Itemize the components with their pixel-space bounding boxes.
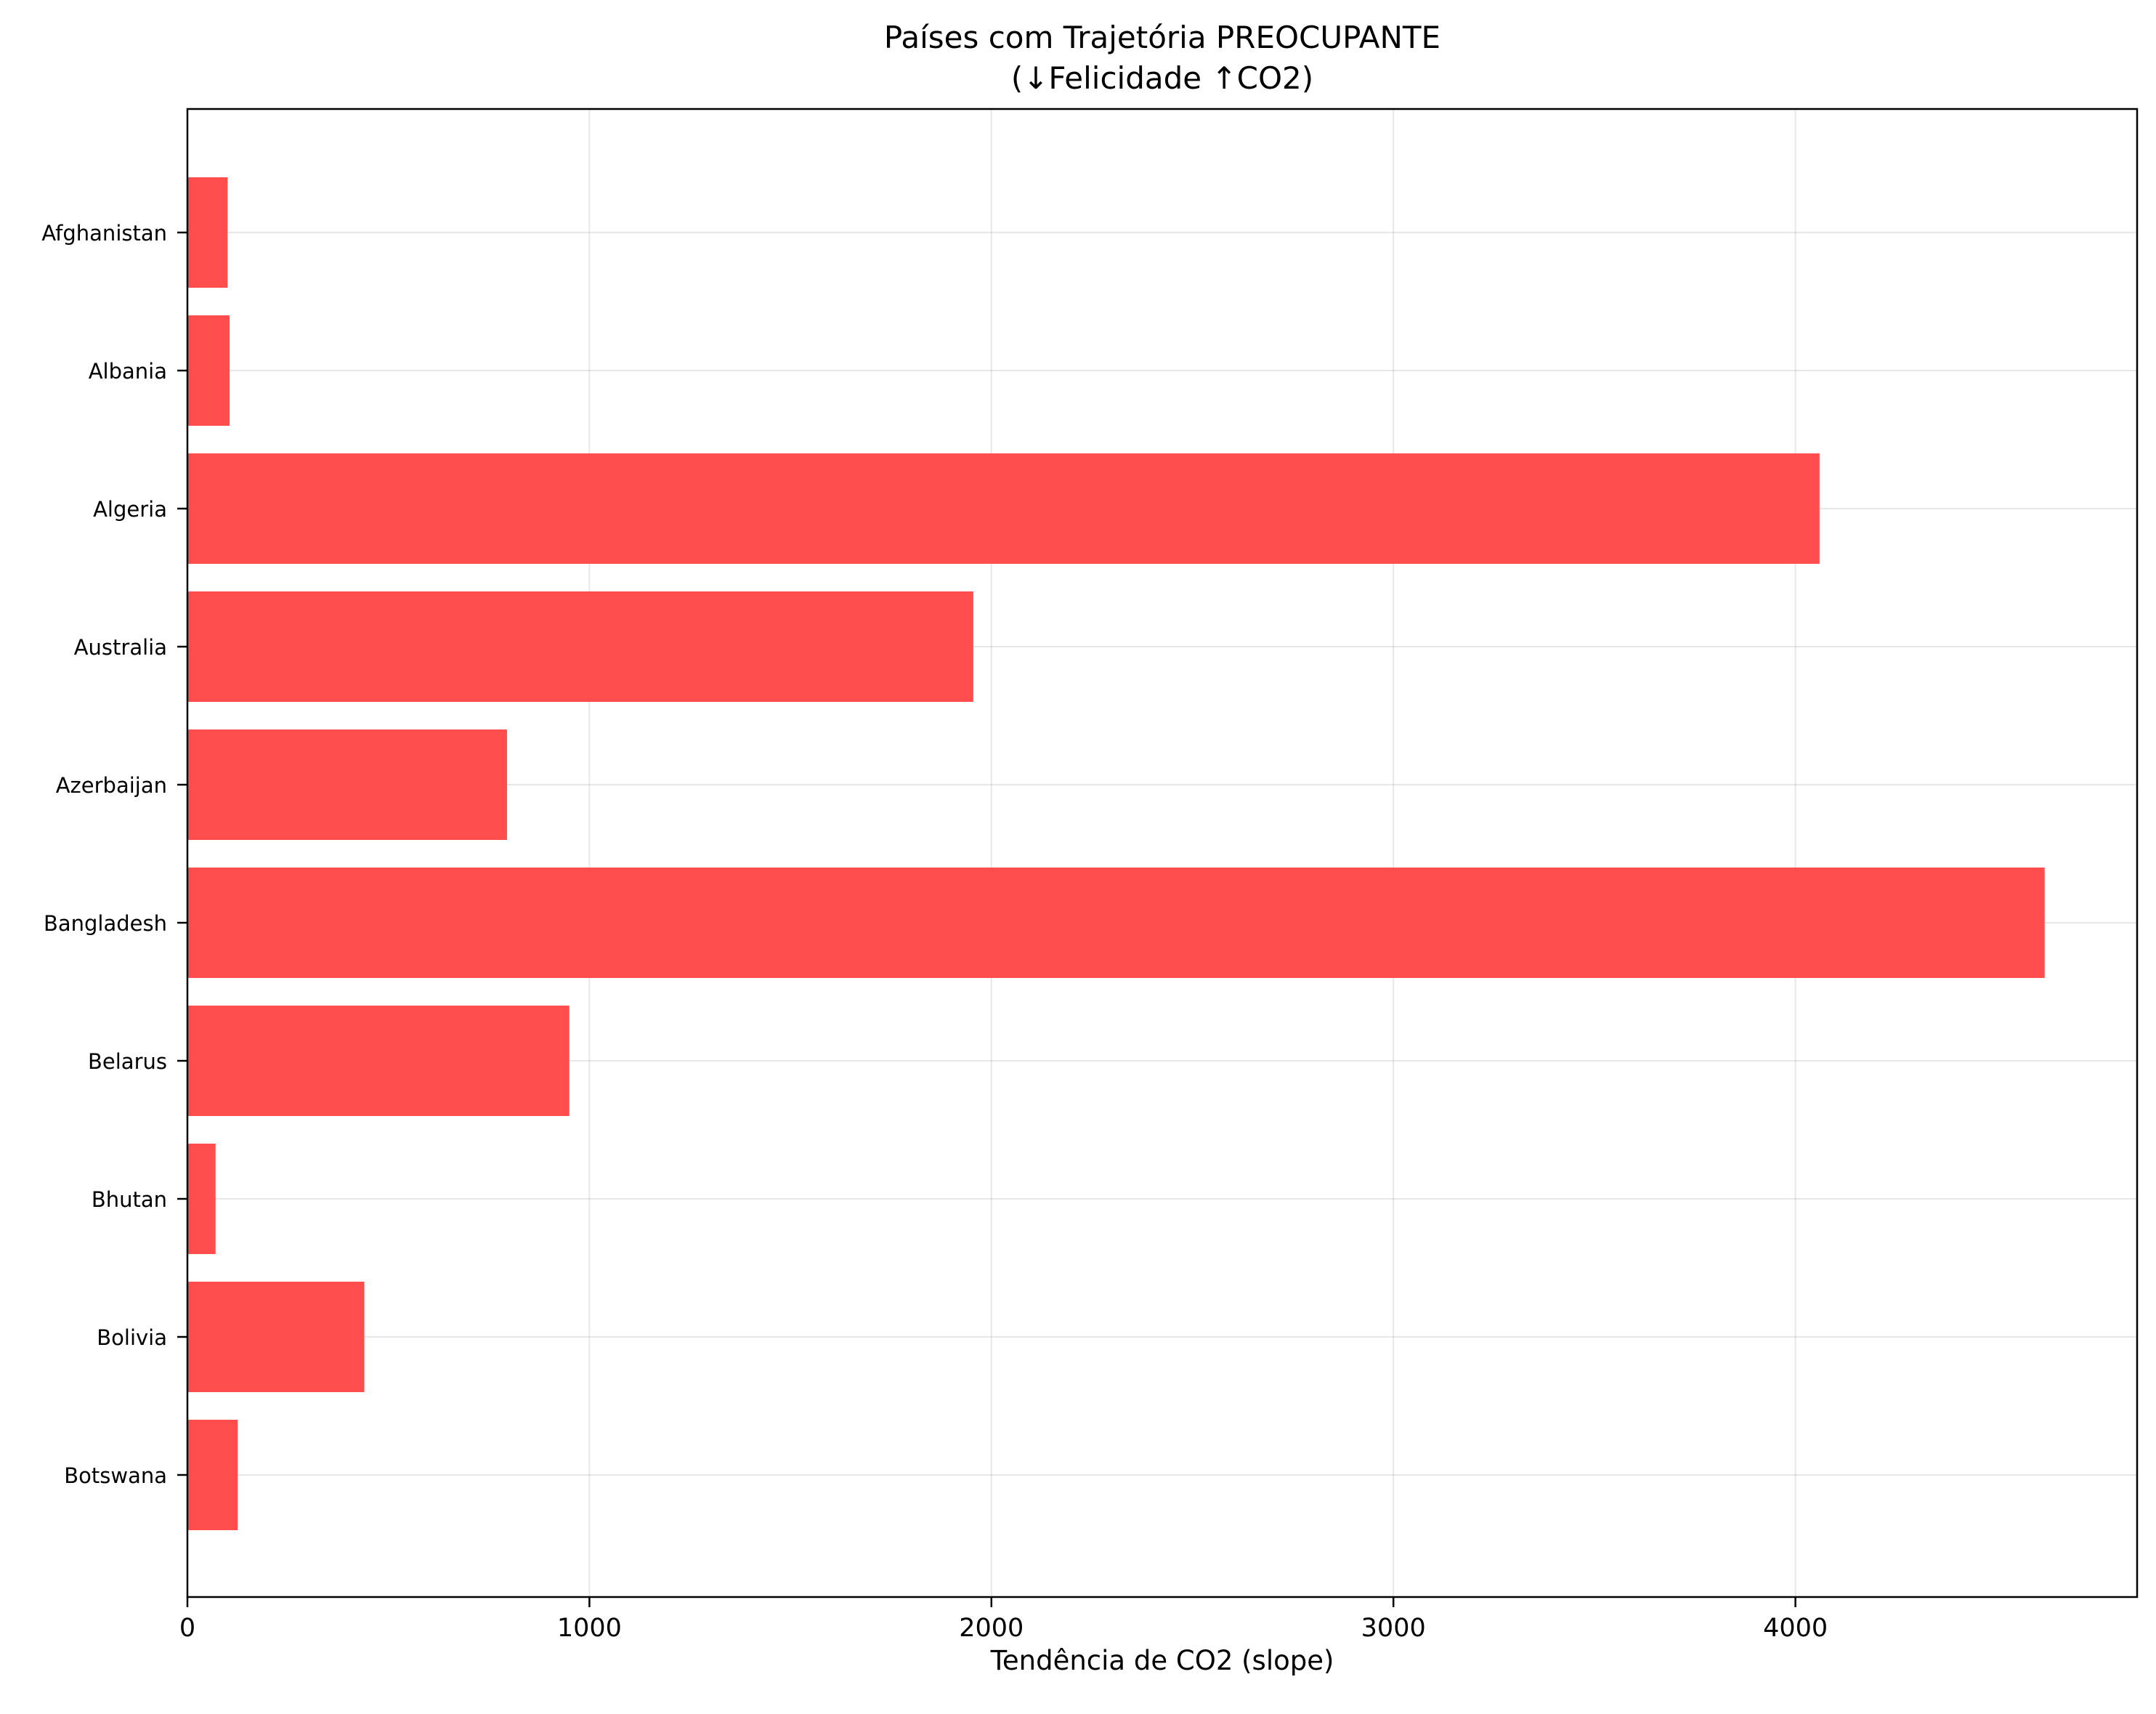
plot-frame [186, 108, 2139, 1598]
x-axis-label: Tendência de CO2 (slope) [990, 1645, 1334, 1676]
y-tick-label: Bhutan [92, 1187, 167, 1212]
x-tick-label: 2000 [959, 1614, 1024, 1643]
bar-botswana [187, 1420, 238, 1530]
bar-bhutan [187, 1144, 216, 1254]
x-axis-ticks: 0 1000 2000 3000 4000 [179, 1597, 1828, 1643]
bar-azerbaijan [187, 729, 507, 840]
bars [187, 177, 2045, 1530]
y-tick-label: Azerbaijan [56, 773, 167, 798]
y-tick-label: Algeria [93, 497, 167, 522]
grid-lines [187, 109, 2137, 1597]
bar-algeria [187, 453, 1820, 564]
y-tick-label: Bolivia [97, 1325, 167, 1350]
bar-afghanistan [187, 177, 228, 288]
bar-albania [187, 315, 230, 426]
x-tick-label: 0 [179, 1614, 195, 1643]
bar-bangladesh [187, 868, 2045, 978]
y-tick-label: Belarus [88, 1049, 167, 1074]
x-tick-label: 1000 [557, 1614, 622, 1643]
y-tick-label: Botswana [64, 1463, 167, 1488]
bar-australia [187, 591, 973, 702]
y-tick-label: Albania [89, 359, 167, 384]
x-tick-label: 3000 [1361, 1614, 1426, 1643]
y-tick-label: Bangladesh [44, 911, 167, 936]
bar-belarus [187, 1006, 570, 1116]
y-tick-label: Australia [74, 635, 167, 660]
x-tick-label: 4000 [1763, 1614, 1828, 1643]
y-tick-label: Afghanistan [41, 221, 167, 246]
y-axis-ticks: Afghanistan Albania Algeria Australia Azerba… [41, 221, 187, 1488]
bar-bolivia [187, 1282, 365, 1392]
chart-title: Países com Trajetória PREOCUPANTE [884, 20, 1440, 55]
chart-subtitle: (↓Felicidade ↑CO2) [1011, 60, 1313, 96]
